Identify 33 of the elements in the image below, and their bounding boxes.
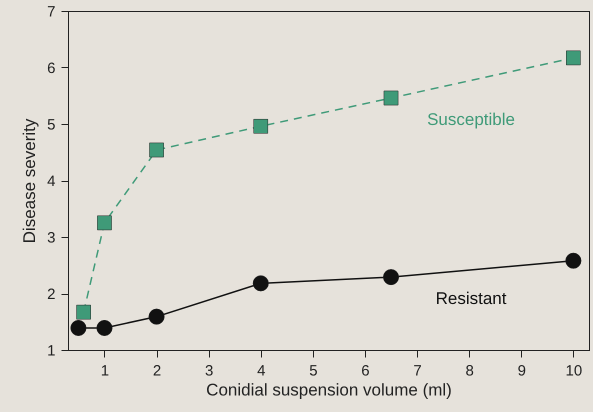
x-tick-label: 7 [413, 362, 422, 380]
point [70, 320, 86, 336]
x-tick-label: 4 [257, 362, 266, 380]
series-label: Susceptible [427, 110, 515, 130]
x-tick-label: 1 [100, 362, 110, 380]
point [566, 50, 581, 66]
x-axis-title: Conidial suspension volume (ml) [206, 380, 452, 400]
y-tick-label: 3 [47, 230, 56, 246]
point [383, 269, 400, 286]
point [96, 320, 112, 336]
point [253, 118, 268, 134]
y-tick-label: 6 [47, 60, 56, 77]
y-tick-label: 5 [47, 116, 56, 134]
x-tick-label: 8 [466, 362, 474, 380]
x-tick-label: 9 [518, 362, 526, 380]
y-tick-label: 4 [47, 173, 56, 190]
y-axis-title: Disease severity [20, 118, 40, 244]
x-tick-label: 6 [361, 362, 370, 380]
y-tick-label: 2 [47, 286, 56, 303]
point [76, 304, 91, 320]
point [97, 216, 112, 230]
point [565, 252, 582, 269]
x-tick-label: 5 [309, 362, 318, 380]
y-tick-label: 1 [47, 342, 56, 360]
point [384, 90, 398, 106]
x-tick-label: 10 [566, 362, 582, 380]
x-tick-label: 3 [205, 362, 214, 380]
point [252, 275, 269, 292]
x-tick-label: 2 [152, 362, 162, 380]
point [149, 142, 164, 158]
y-tick-label: 7 [47, 4, 56, 20]
series-label: Resistant [436, 289, 507, 308]
point [148, 308, 165, 325]
